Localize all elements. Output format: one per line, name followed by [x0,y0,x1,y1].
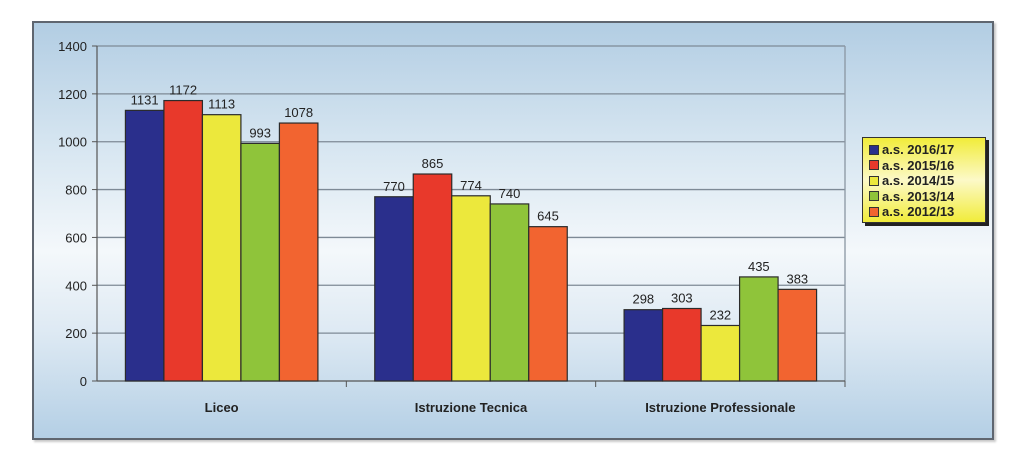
data-label: 770 [383,179,405,194]
bar [163,99,204,382]
legend-label: a.s. 2015/16 [882,157,955,173]
data-label: 435 [748,259,770,274]
legend-item: a.s. 2014/15 [869,173,985,189]
category-label: Liceo [205,400,239,415]
bar [412,173,453,382]
legend-swatch [869,206,879,217]
bar [623,309,664,382]
data-label: 383 [786,271,808,286]
y-tick-label: 1400 [58,39,87,54]
data-label: 1113 [208,97,235,112]
bar [451,195,491,382]
y-tick-label: 600 [65,230,87,245]
data-label: 740 [499,186,521,201]
bar [777,288,818,382]
y-tick-label: 400 [65,278,87,293]
legend: a.s. 2016/17 a.s. 2015/16 a.s. 2014/15 a.s.… [862,137,986,223]
data-label: 1131 [131,92,159,107]
bar [240,142,281,382]
bar [738,276,779,382]
y-tick-label: 200 [65,326,87,341]
y-tick-label: 0 [80,374,87,389]
legend-item: a.s. 2013/14 [869,189,985,205]
bar [278,122,319,382]
legend-item: a.s. 2015/16 [869,158,985,174]
bar [201,114,242,382]
legend-label: a.s. 2012/13 [882,204,955,220]
data-label: 865 [422,156,444,171]
data-label: 645 [537,209,559,224]
data-label: 1172 [169,83,197,98]
y-tick-label: 1000 [58,135,87,150]
legend-label: a.s. 2014/15 [882,173,955,189]
bar [124,109,165,382]
category-label: Istruzione Professionale [645,400,795,415]
data-label: 1078 [284,105,313,120]
data-label: 774 [460,178,482,193]
bar [374,196,414,382]
legend-swatch [869,160,879,171]
legend-swatch [869,144,879,155]
bar [528,226,568,382]
y-tick-label: 1200 [58,87,87,102]
bar [661,307,702,382]
legend-swatch [869,191,879,202]
legend-label: a.s. 2016/17 [882,142,955,158]
data-label: 993 [249,125,271,140]
legend-item: a.s. 2012/13 [869,204,985,220]
data-label: 303 [671,290,693,305]
legend-item: a.s. 2016/17 [869,142,985,158]
category-label: Istruzione Tecnica [415,400,528,415]
bar [700,324,741,382]
bar [489,203,530,382]
y-tick-label: 800 [65,183,87,198]
legend-swatch [869,175,879,186]
data-label: 298 [632,292,654,307]
legend-label: a.s. 2013/14 [882,188,955,204]
data-label: 232 [709,307,731,322]
